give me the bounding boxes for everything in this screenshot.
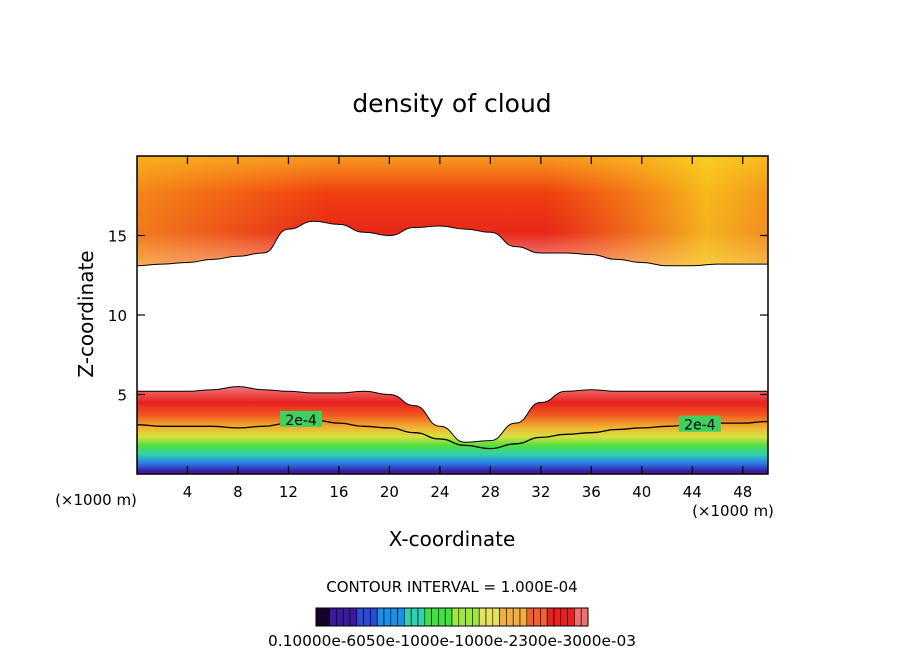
colorbar-cell <box>567 607 575 627</box>
colorbar-cell <box>431 607 439 627</box>
contour-label-bg <box>280 410 323 427</box>
colorbar-cell <box>546 607 555 627</box>
colorbar <box>315 607 589 627</box>
colorbar-cell <box>465 607 473 627</box>
colorbar-cell <box>383 607 392 627</box>
x-tick-label: 32 <box>531 483 550 501</box>
x-tick-label: 24 <box>430 483 449 501</box>
x-tick-label: 20 <box>380 483 399 501</box>
colorbar-cell <box>560 607 568 627</box>
colorbar-cell <box>404 607 412 627</box>
x-tick-label: 36 <box>582 483 601 501</box>
lower-band-edge-contour <box>137 386 768 443</box>
y-tick-label: 15 <box>108 228 127 246</box>
colorbar-cell <box>512 607 521 627</box>
x-tick-label: 4 <box>183 483 193 501</box>
colorbar-cell <box>329 607 337 627</box>
colorbar-cell <box>349 607 358 627</box>
contour-interval-note: CONTOUR INTERVAL = 1.000E-04 <box>326 578 577 596</box>
contour-2e-4-line <box>137 419 768 450</box>
colorbar-cell <box>492 607 500 627</box>
colorbar-cell <box>553 607 562 627</box>
colorbar-cell <box>451 607 460 627</box>
colorbar-cell <box>472 607 480 627</box>
colorbar-cell <box>410 607 419 627</box>
colorbar-cell <box>336 607 344 627</box>
x-tick-label: 40 <box>632 483 651 501</box>
colorbar-cell <box>390 607 398 627</box>
plot-area: 2e-4 2e-4 <box>137 156 768 474</box>
colorbar-cell <box>540 607 548 627</box>
contour-label-bg <box>678 415 721 432</box>
colorbar-cell <box>485 607 494 627</box>
colorbar-labels: 0.10000e-6050e-1000e-1000e-2300e-3000e-0… <box>268 632 636 650</box>
z-unit-label: (×1000 m) <box>692 502 774 520</box>
colorbar-cell <box>519 607 528 627</box>
y-tick-label: 10 <box>108 307 127 325</box>
colorbar-cell <box>533 607 541 627</box>
colorbar-cell <box>417 607 426 627</box>
x-tick-label: 12 <box>279 483 298 501</box>
colorbar-cell <box>506 607 514 627</box>
colorbar-cell <box>315 607 324 627</box>
colorbar-cell <box>458 607 466 627</box>
colorbar-cell <box>363 607 371 627</box>
x-tick-label: 44 <box>683 483 702 501</box>
contour-label: 2e-4 <box>285 413 317 429</box>
colorbar-cell <box>478 607 487 627</box>
contour-label: 2e-4 <box>684 418 716 434</box>
colorbar-cell <box>370 607 378 627</box>
colorbar-cell <box>424 607 432 627</box>
colorbar-cell <box>342 607 351 627</box>
x-axis-label: X-coordinate <box>389 527 516 551</box>
colorbar-cell <box>322 607 330 627</box>
colorbar-cell <box>526 607 534 627</box>
colorbar-cell <box>397 607 405 627</box>
upper-band-edge-contour <box>137 220 768 267</box>
chart-title: density of cloud <box>352 89 551 118</box>
colorbar-cell <box>499 607 507 627</box>
lower-cloud-band <box>137 386 768 474</box>
colorbar-frame <box>315 607 589 627</box>
x-tick-label: 8 <box>233 483 243 501</box>
y-tick-label: 5 <box>117 387 127 405</box>
colorbar-cell <box>580 607 589 627</box>
colorbar-cell <box>444 607 453 627</box>
y-axis-label: Z-coordinate <box>74 250 98 377</box>
x-tick-label: 48 <box>733 483 752 501</box>
colorbar-cell <box>356 607 364 627</box>
upper-cloud-glow <box>137 156 768 266</box>
x-tick-label: 28 <box>481 483 500 501</box>
x-tick-label: 16 <box>329 483 348 501</box>
x-unit-label: (×1000 m) <box>55 491 137 509</box>
colorbar-cell <box>574 607 582 627</box>
colorbar-cell <box>438 607 446 627</box>
colorbar-cell <box>376 607 385 627</box>
